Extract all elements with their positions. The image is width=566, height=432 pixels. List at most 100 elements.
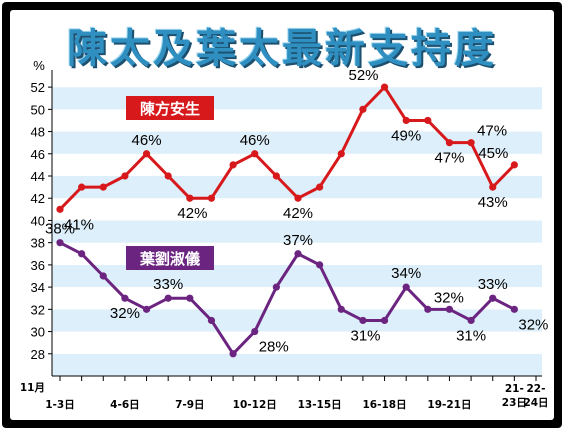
chart-title: 陳太及葉太最新支持度 [67,26,497,72]
y-tick-label: 50 [31,102,45,117]
data-label: 42% [283,205,313,222]
data-point [316,261,324,269]
data-label: 33% [478,276,508,293]
data-label: 31% [351,327,381,344]
data-label: 28% [259,339,289,356]
data-point [164,294,172,302]
data-label: 37% [283,232,313,249]
data-point [424,305,432,313]
x-tick-label: 4-6日 [110,399,139,411]
data-point [445,139,454,147]
legend-label: 葉劉淑儀 [139,250,200,268]
grid-band [52,287,542,310]
data-point [316,183,324,191]
data-point [337,150,345,158]
y-tick-label: 44 [31,169,45,184]
series-line-1 [59,241,516,356]
data-label: 49% [391,127,421,144]
data-point [380,316,389,325]
y-tick-label: 46 [31,147,45,162]
data-label: 47% [477,123,507,140]
data-point [56,239,64,247]
grid-band [52,353,542,376]
legend-label: 陳方安生 [140,100,200,118]
y-tick-label: 48 [31,125,45,140]
x-tick-label: 10-12日 [233,399,277,411]
data-point [445,305,454,313]
data-point [229,161,237,169]
data-label: 47% [434,150,464,167]
grid-band [52,153,542,176]
data-label: 42% [177,205,207,222]
data-point [164,172,172,180]
data-point [402,116,410,125]
chart-frame: 陳太及葉太最新支持度 % 28 30 32 34 36 38 40 42 44 46 48 50 52 1… [2,2,562,428]
grid-band [52,109,542,132]
data-label: 32% [110,305,140,322]
y-tick-label: 42 [31,191,45,206]
data-label: 41% [64,216,94,233]
data-point [56,205,64,213]
x-tick-label: 21-23日 [502,383,527,409]
data-point [229,350,237,358]
data-point [294,250,302,258]
grid-band [52,131,542,154]
x-tick-label: 22-24日 [523,383,548,409]
x-tick-label: 16-18日 [362,399,406,411]
data-point [207,316,216,325]
y-tick-label: 28 [31,347,45,362]
data-label: 38% [45,221,75,238]
legend-box [126,246,214,270]
data-point [99,183,107,191]
data-point [121,172,129,180]
x-tick-label: 7-9日 [175,399,204,411]
data-point [489,183,497,191]
series-line-0 [58,85,516,211]
y-tick-label: 52 [31,80,45,95]
data-point [121,294,129,302]
legend-box [126,96,214,120]
data-point [359,316,367,325]
data-point [424,116,432,125]
data-point [207,194,216,202]
data-point [359,105,367,113]
data-label: 34% [391,265,421,282]
data-point [251,150,259,158]
data-point [337,305,345,313]
data-point [489,294,497,302]
data-point [294,194,302,202]
grid-band [52,76,542,88]
data-point [510,305,518,313]
x-tick-label: 1-3日 [45,399,74,411]
data-point [272,172,280,180]
chart-panel: 陳太及葉太最新支持度 % 28 30 32 34 36 38 40 42 44 46 48 50 52 1… [10,10,554,420]
series-group [56,83,518,358]
data-label: 32% [434,289,464,306]
data-point [272,283,280,291]
y-tick-label: 34 [31,280,45,295]
data-point [402,283,410,291]
y-tick-label: 30 [31,325,45,340]
y-axis: % 28 30 32 34 36 38 40 42 44 46 48 50 52 [31,58,53,376]
data-point [467,316,475,325]
data-labels: 41% 46% 42% 46% 42% 52% 49% 47% 47% 43% 45% 38% 32% 3… [45,67,548,355]
data-label: 46% [240,132,270,149]
data-point [380,83,389,91]
grid-band [52,220,542,243]
data-label: 46% [132,132,162,149]
y-tick-label: 32 [31,302,45,317]
y-tick-label: 36 [31,258,45,273]
data-label: 43% [478,194,508,211]
grid-band [52,309,542,332]
data-label: 52% [349,67,379,84]
data-point [510,161,518,169]
data-point [467,139,475,147]
grid-band [52,87,542,110]
data-point [142,305,151,313]
data-point [99,272,107,280]
data-point [251,327,259,336]
data-point [78,183,86,191]
